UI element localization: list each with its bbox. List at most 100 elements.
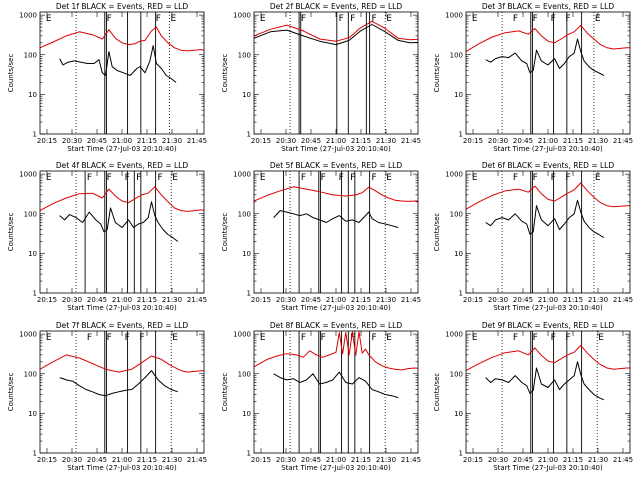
y-tick-label: 100	[450, 51, 463, 59]
interval-marker: F	[350, 14, 355, 24]
interval-marker: E	[598, 333, 604, 343]
series-lld-line	[253, 186, 418, 202]
y-tick-label: 1	[459, 450, 463, 458]
chart-panel-1: Det 1f BLACK = Events, RED = LLD Counts/s…	[7, 2, 207, 153]
plot-frame	[39, 330, 205, 454]
y-axis-label: Counts/sec	[221, 213, 229, 252]
x-tick-label: 20:15	[37, 137, 57, 145]
chart-title: Det 9f BLACK = Events, RED = LLD	[482, 321, 615, 330]
x-tick-label: 21:45	[401, 456, 421, 464]
interval-marker: E	[172, 333, 178, 343]
y-axis-label: Counts/sec	[7, 54, 15, 93]
y-tick-label: 1	[459, 131, 463, 139]
y-tick-label: 100	[238, 51, 251, 59]
y-tick-label: 1	[33, 450, 37, 458]
series-lld-line	[39, 186, 205, 212]
y-axis-label: Counts/sec	[433, 373, 441, 412]
y-tick-label: 10	[242, 91, 251, 99]
y-tick-label: 1000	[445, 331, 463, 339]
series-events-line	[273, 210, 399, 228]
y-tick-label: 10	[242, 410, 251, 418]
x-tick-label: 20:15	[463, 456, 483, 464]
interval-marker: E	[171, 14, 177, 24]
interval-marker: F	[513, 333, 518, 343]
series-events-line	[485, 38, 605, 76]
x-tick-label: 21:00	[538, 137, 558, 145]
y-tick-label: 1000	[445, 171, 463, 179]
interval-marker: F	[87, 333, 92, 343]
x-tick-label: 21:00	[326, 296, 346, 304]
interval-marker: F	[339, 173, 344, 183]
y-tick-label: 1	[33, 290, 37, 298]
interval-marker: F	[125, 333, 130, 343]
interval-marker: F	[321, 173, 326, 183]
interval-marker: F	[107, 173, 112, 183]
x-tick-label: 21:30	[162, 137, 182, 145]
y-axis-label: Counts/sec	[433, 54, 441, 93]
x-tick-label: 20:30	[62, 137, 82, 145]
interval-marker: F	[125, 173, 130, 183]
y-tick-label: 100	[450, 210, 463, 218]
interval-marker: E	[260, 333, 266, 343]
plot-frame	[465, 330, 631, 454]
x-axis-label: Start Time (27-Jul-03 20:10:40)	[281, 304, 391, 312]
interval-marker: E	[386, 14, 392, 24]
plot-frame	[39, 170, 205, 294]
chart-title: Det 8f BLACK = Events, RED = LLD	[270, 321, 403, 330]
interval-marker: F	[565, 173, 570, 183]
x-tick-label: 20:45	[87, 456, 107, 464]
interval-marker: F	[107, 333, 112, 343]
plot-frame	[465, 170, 631, 294]
interval-marker: E	[472, 333, 478, 343]
x-tick-label: 21:45	[187, 137, 207, 145]
x-tick-label: 21:15	[351, 296, 371, 304]
x-tick-label: 20:15	[251, 296, 271, 304]
series-lld-line	[253, 20, 419, 42]
x-tick-label: 21:00	[112, 137, 132, 145]
y-tick-label: 1	[33, 131, 37, 139]
y-tick-label: 10	[454, 410, 463, 418]
x-axis-label: Start Time (27-Jul-03 20:10:40)	[493, 464, 603, 472]
x-axis-label: Start Time (27-Jul-03 20:10:40)	[67, 145, 177, 153]
x-tick-label: 20:15	[37, 296, 57, 304]
plot-frame	[253, 170, 419, 294]
x-tick-label: 21:15	[563, 456, 583, 464]
chart-title: Det 3f BLACK = Events, RED = LLD	[482, 2, 615, 11]
y-tick-label: 100	[238, 370, 251, 378]
x-tick-label: 20:30	[276, 296, 296, 304]
series-lld-line	[465, 182, 630, 210]
x-tick-label: 21:45	[613, 137, 633, 145]
interval-marker: E	[595, 14, 601, 24]
y-axis-label: Counts/sec	[433, 213, 441, 252]
x-tick-label: 21:30	[588, 137, 608, 145]
y-axis-label: Counts/sec	[221, 54, 229, 93]
y-tick-label: 1000	[19, 331, 37, 339]
interval-marker: F	[350, 173, 355, 183]
x-tick-label: 20:15	[251, 456, 271, 464]
x-tick-label: 21:15	[137, 137, 157, 145]
series-lld-line	[465, 344, 630, 372]
x-axis-label: Start Time (27-Jul-03 20:10:40)	[67, 304, 177, 312]
interval-marker: E	[46, 173, 52, 183]
x-tick-label: 21:00	[538, 456, 558, 464]
x-tick-label: 21:00	[112, 296, 132, 304]
interval-marker: F	[350, 333, 355, 343]
interval-marker: E	[386, 173, 392, 183]
interval-marker: E	[260, 14, 266, 24]
chart-panel-4: Det 4f BLACK = Events, RED = LLD Counts/s…	[7, 161, 207, 312]
interval-marker: F	[551, 14, 556, 24]
x-tick-label: 21:00	[112, 456, 132, 464]
interval-marker: F	[107, 14, 112, 24]
x-tick-label: 20:45	[513, 456, 533, 464]
y-tick-label: 100	[450, 370, 463, 378]
interval-marker: F	[565, 14, 570, 24]
series-lld-line	[253, 331, 419, 371]
x-tick-label: 21:15	[137, 456, 157, 464]
y-tick-label: 1	[247, 450, 251, 458]
series-lld-line	[39, 354, 205, 373]
x-tick-label: 21:00	[326, 137, 346, 145]
interval-marker: F	[301, 14, 306, 24]
y-tick-label: 10	[28, 410, 37, 418]
x-tick-label: 21:30	[376, 296, 396, 304]
